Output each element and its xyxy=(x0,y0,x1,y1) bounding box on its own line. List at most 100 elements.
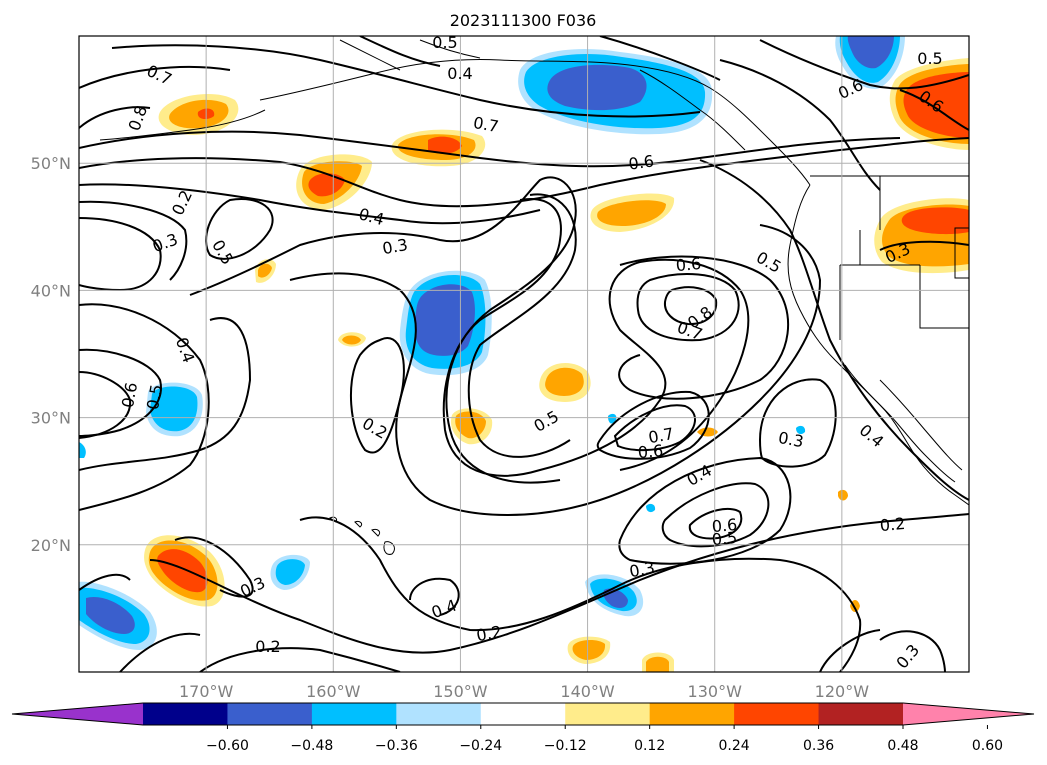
colorbar-segment xyxy=(311,703,397,725)
shade-positive xyxy=(597,200,666,226)
longitude-tick-label: 120°W xyxy=(815,682,870,701)
contour-label: 0.7 xyxy=(647,424,675,447)
contour-line xyxy=(758,378,837,468)
contour-line xyxy=(879,240,969,251)
contour-label: 0.6 xyxy=(711,515,738,536)
contour-label: 0.6 xyxy=(627,151,655,173)
longitude-tick-labels: 170°W 160°W 150°W 140°W 130°W 120°W xyxy=(179,682,869,701)
contour-line xyxy=(79,200,188,281)
shade-negative xyxy=(608,413,617,424)
colorbar-tick-label: 0.12 xyxy=(634,738,665,754)
coastline-baja xyxy=(844,364,956,483)
longitude-tick-label: 150°W xyxy=(433,682,488,701)
colorbar-segment xyxy=(565,703,651,725)
longitude-tick-label: 140°W xyxy=(560,682,615,701)
contour-line xyxy=(618,255,790,400)
contour-line xyxy=(899,89,969,131)
contour-line xyxy=(596,390,710,460)
shade-positive xyxy=(455,411,486,439)
colorbar-tick-label: 0.48 xyxy=(887,738,918,754)
latitude-tick-label: 40°N xyxy=(31,281,71,300)
shade-negative xyxy=(275,559,305,585)
shade-positive xyxy=(572,640,606,660)
colorbar-tick-label: 0.36 xyxy=(803,738,834,754)
contour-line xyxy=(79,183,541,225)
contour-line xyxy=(289,224,822,516)
colorbar-extend-low xyxy=(12,703,143,725)
colorbar-outline xyxy=(11,702,1035,726)
shade-positive xyxy=(901,207,969,235)
contour-line xyxy=(149,513,969,654)
colorbar-tick-label: 0.60 xyxy=(972,738,1003,754)
coastline-alaska-inner xyxy=(339,39,746,151)
contour-label: 0.3 xyxy=(381,235,409,258)
contour-line xyxy=(79,130,901,168)
latitude-tick-labels: 20°N 30°N 40°N 50°N xyxy=(31,154,71,555)
contour-line xyxy=(111,44,701,118)
contour-line xyxy=(205,198,274,260)
shade-positive xyxy=(545,367,584,396)
shade-negative xyxy=(847,36,894,69)
colorbar-tick-label: −0.36 xyxy=(375,738,418,754)
colorbar-segment xyxy=(649,703,735,725)
contour-line xyxy=(79,371,132,439)
contour-line xyxy=(79,137,969,208)
shade-positive xyxy=(258,263,272,278)
shade-negative xyxy=(646,503,656,513)
shade-positive xyxy=(838,489,848,501)
contour-line xyxy=(79,317,252,471)
map-frame xyxy=(78,35,970,673)
longitude-tick-label: 170°W xyxy=(179,682,234,701)
colorbar-segment xyxy=(396,703,482,725)
contour-label: 0.6 xyxy=(675,254,702,275)
shade-negative xyxy=(86,596,135,634)
contour-line xyxy=(350,337,405,454)
colorbar-segment xyxy=(227,703,313,725)
longitude-tick-label: 130°W xyxy=(688,682,743,701)
contour-label: 0.2 xyxy=(475,622,503,645)
contour-label: 0.6 xyxy=(118,381,141,409)
gulf-of-california xyxy=(879,379,963,471)
contour-line xyxy=(79,303,210,511)
contour-line xyxy=(819,629,881,672)
contour-line xyxy=(599,36,721,81)
contour-line xyxy=(688,507,743,540)
contour-line xyxy=(79,65,231,89)
contour-label: 0.5 xyxy=(711,528,738,549)
colorbar: −0.60 −0.48 −0.36 −0.24 −0.12 0.12 0.24 0.36 0.4… xyxy=(11,702,1035,754)
shade-negative xyxy=(547,64,647,111)
latitude-tick-label: 20°N xyxy=(31,536,71,555)
shade-positive xyxy=(157,549,208,593)
contour-label: 0.2 xyxy=(255,637,280,656)
state-borders xyxy=(810,175,969,340)
latitude-tick-label: 50°N xyxy=(31,154,71,173)
contour-line xyxy=(613,404,696,452)
gridlines xyxy=(79,36,969,672)
colorbar-tick-label: −0.12 xyxy=(544,738,587,754)
contour-line xyxy=(719,59,881,191)
contour-line xyxy=(119,632,201,672)
contour-line xyxy=(699,159,969,501)
contour-line xyxy=(174,536,254,598)
contour-line xyxy=(359,36,441,67)
contour-label: 0.7 xyxy=(472,113,500,136)
contour-lines xyxy=(79,36,969,672)
colorbar-segment xyxy=(818,703,904,725)
contour-label: 0.4 xyxy=(447,64,472,83)
contour-line xyxy=(879,630,946,672)
shade-positive xyxy=(308,173,345,197)
contour-label: 0.2 xyxy=(879,514,906,535)
colorbar-tick-label: −0.48 xyxy=(290,738,333,754)
contour-line xyxy=(409,577,460,616)
shade-negative xyxy=(150,386,198,432)
contour-line xyxy=(442,198,750,477)
coastline-west-coast xyxy=(787,184,969,506)
contour-label: 0.6 xyxy=(637,441,664,462)
shade-negative xyxy=(414,284,475,356)
contour-line xyxy=(79,106,151,129)
shade-negative xyxy=(79,442,86,458)
colorbar-extend-high xyxy=(903,703,1034,725)
contour-label: 0.3 xyxy=(628,558,656,581)
shade-positive xyxy=(903,72,969,138)
